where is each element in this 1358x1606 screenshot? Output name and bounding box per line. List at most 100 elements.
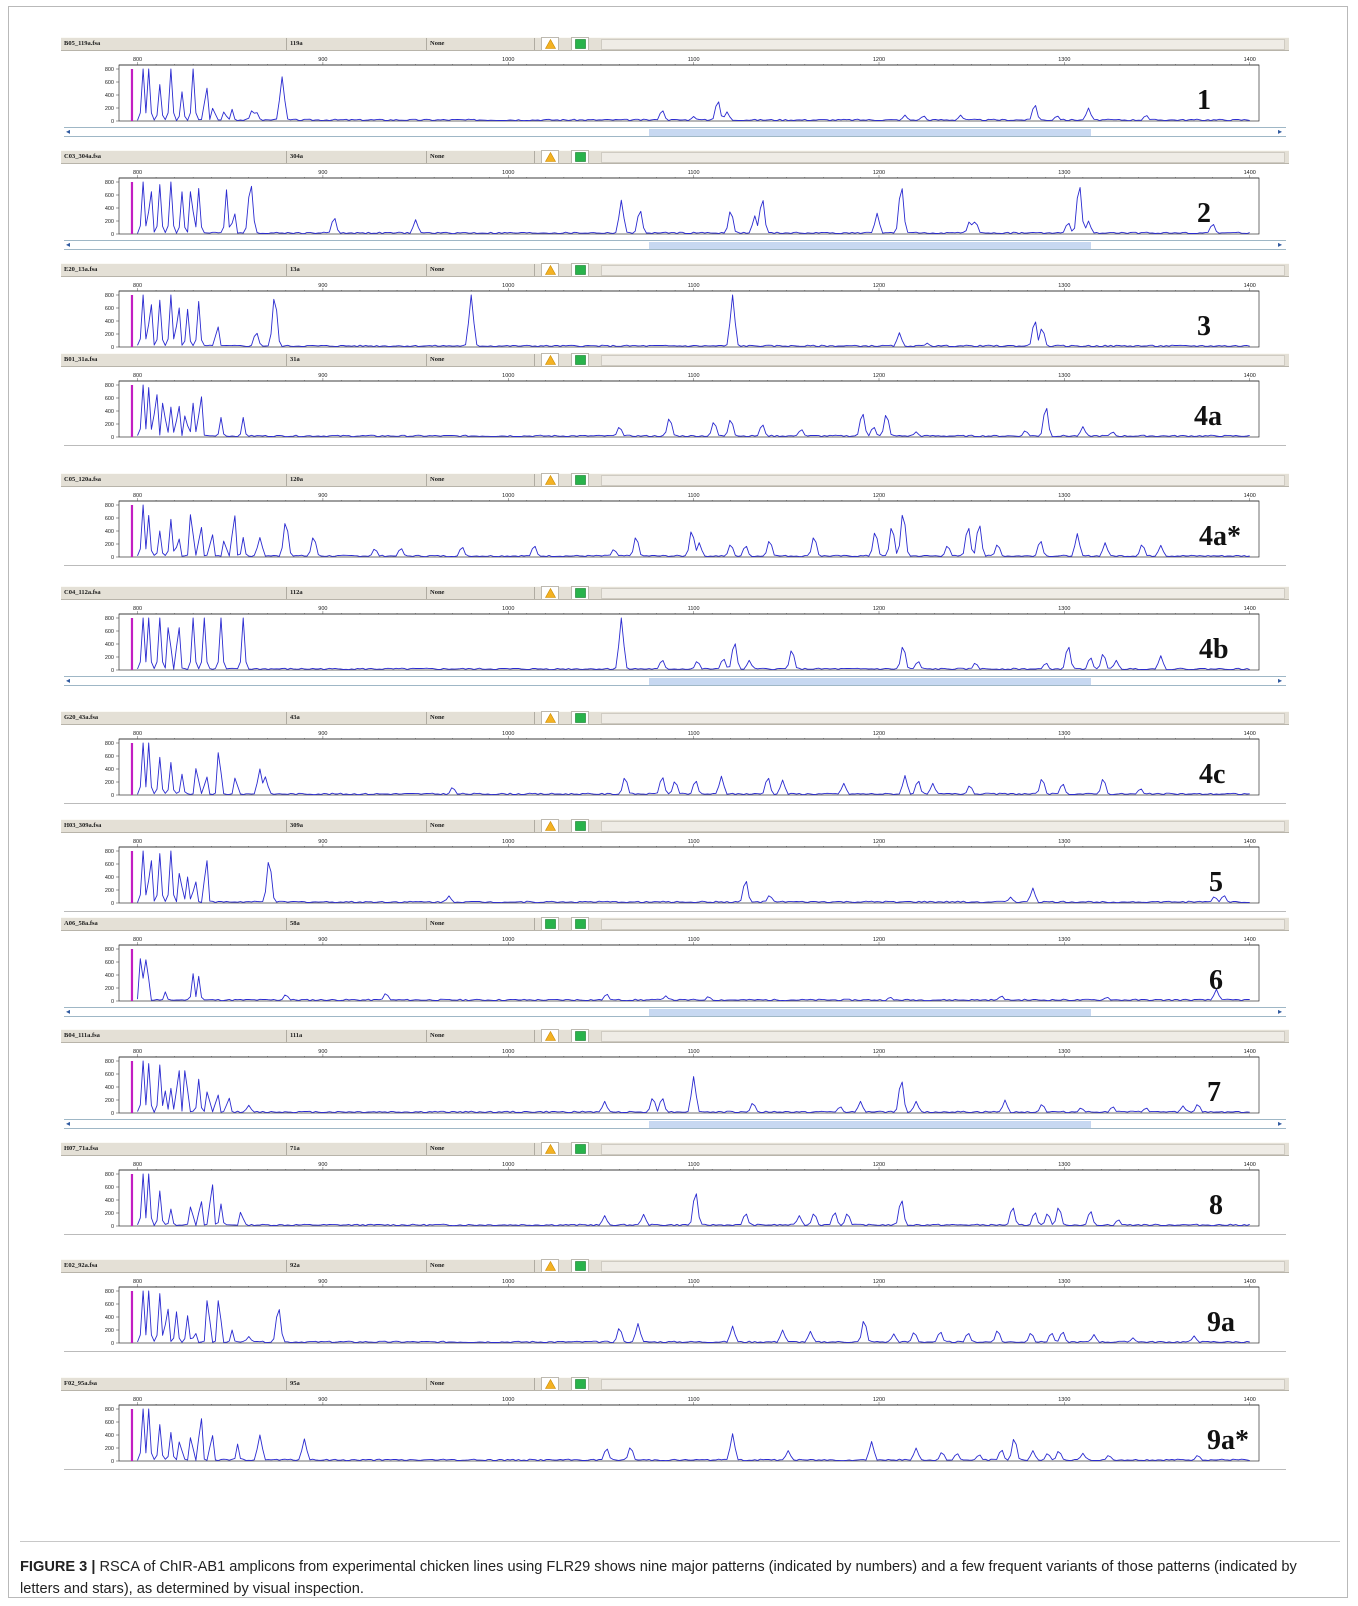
warn-icon[interactable] — [541, 586, 559, 600]
x-tick-label: 1100 — [688, 1049, 700, 1055]
scroll-thumb[interactable] — [649, 1121, 1091, 1128]
x-tick-label: 1100 — [688, 283, 700, 289]
y-tick-label: 200 — [105, 1446, 114, 1452]
ok-icon[interactable] — [571, 917, 589, 931]
scroll-left-icon[interactable]: ◂ — [66, 676, 71, 685]
file-name[interactable]: H07_71a.fsa — [61, 1143, 287, 1155]
warn-icon[interactable] — [541, 1259, 559, 1273]
file-name[interactable]: B05_119a.fsa — [61, 38, 287, 50]
warn-icon[interactable] — [541, 711, 559, 725]
panel-8: H07_71a.fsa 71a None 800 900 1000 1100 1200 1300… — [9, 1142, 1349, 1254]
y-tick-label: 600 — [105, 754, 114, 760]
scroll-thumb[interactable] — [649, 129, 1091, 136]
panel-4b: C04_112a.fsa 112a None 800 900 1000 1100 1200 13… — [9, 586, 1349, 698]
electropherogram: 800 900 1000 1100 1200 1300 1400 800 600 400 200 0 — [9, 1160, 1309, 1233]
scroll-thumb[interactable] — [649, 1009, 1091, 1016]
warn-icon[interactable] — [541, 37, 559, 51]
ok-icon[interactable] — [541, 917, 559, 931]
file-name[interactable]: E20_13a.fsa — [61, 264, 287, 276]
horizontal-scrollbar[interactable]: ◂ ▸ — [64, 127, 1286, 137]
horizontal-scrollbar[interactable]: ◂ ▸ — [64, 240, 1286, 250]
scroll-left-icon[interactable]: ◂ — [66, 1119, 71, 1128]
y-tick-label: 400 — [105, 1085, 114, 1091]
y-tick-label: 0 — [111, 793, 114, 799]
ok-icon[interactable] — [571, 473, 589, 487]
x-tick-label: 1000 — [502, 373, 514, 379]
status-value: None — [427, 264, 535, 276]
sample-name: 95a — [287, 1378, 427, 1390]
y-tick-label: 600 — [105, 1185, 114, 1191]
warn-icon[interactable] — [541, 263, 559, 277]
signal-trace — [137, 958, 1250, 1002]
warn-icon[interactable] — [541, 150, 559, 164]
x-tick-label: 1400 — [1244, 1049, 1256, 1055]
horizontal-scrollbar[interactable]: ◂ ▸ — [64, 1007, 1286, 1017]
ok-icon[interactable] — [571, 1142, 589, 1156]
sample-header: F02_95a.fsa 95a None — [61, 1377, 1289, 1391]
file-name[interactable]: B04_111a.fsa — [61, 1030, 287, 1042]
scroll-left-icon[interactable]: ◂ — [66, 240, 71, 249]
sample-header: H07_71a.fsa 71a None — [61, 1142, 1289, 1156]
panel-separator — [64, 1234, 1286, 1235]
y-tick-label: 400 — [105, 1433, 114, 1439]
warn-icon[interactable] — [541, 353, 559, 367]
file-name[interactable]: A06_58a.fsa — [61, 918, 287, 930]
warn-icon[interactable] — [541, 473, 559, 487]
x-tick-label: 800 — [133, 493, 142, 499]
file-name[interactable]: C03_304a.fsa — [61, 151, 287, 163]
x-tick-label: 1000 — [502, 731, 514, 737]
x-tick-label: 1300 — [1058, 493, 1070, 499]
signal-trace — [137, 1290, 1250, 1344]
file-name[interactable]: G20_43a.fsa — [61, 712, 287, 724]
ok-icon[interactable] — [571, 1377, 589, 1391]
pattern-label: 7 — [1207, 1077, 1221, 1108]
ok-icon[interactable] — [571, 1029, 589, 1043]
ok-icon[interactable] — [571, 711, 589, 725]
header-blank-field — [601, 152, 1285, 163]
scroll-right-icon[interactable]: ▸ — [1278, 676, 1283, 685]
x-tick-label: 1400 — [1244, 1162, 1256, 1168]
horizontal-scrollbar[interactable]: ◂ ▸ — [64, 1119, 1286, 1129]
ok-icon[interactable] — [571, 263, 589, 277]
scroll-left-icon[interactable]: ◂ — [66, 127, 71, 136]
warn-icon[interactable] — [541, 1029, 559, 1043]
header-blank-field — [601, 1379, 1285, 1390]
scroll-right-icon[interactable]: ▸ — [1278, 240, 1283, 249]
warn-icon[interactable] — [541, 1377, 559, 1391]
scroll-left-icon[interactable]: ◂ — [66, 1007, 71, 1016]
y-tick-label: 0 — [111, 345, 114, 351]
ok-icon[interactable] — [571, 1259, 589, 1273]
file-name[interactable]: E02_92a.fsa — [61, 1260, 287, 1272]
ok-icon[interactable] — [571, 586, 589, 600]
x-tick-label: 1100 — [688, 493, 700, 499]
scroll-right-icon[interactable]: ▸ — [1278, 1007, 1283, 1016]
file-name[interactable]: B01_31a.fsa — [61, 354, 287, 366]
warn-icon[interactable] — [541, 1142, 559, 1156]
file-name[interactable]: C04_112a.fsa — [61, 587, 287, 599]
pattern-label: 4a — [1194, 401, 1222, 432]
x-tick-label: 1300 — [1058, 839, 1070, 845]
ok-icon[interactable] — [571, 819, 589, 833]
scroll-right-icon[interactable]: ▸ — [1278, 127, 1283, 136]
scroll-thumb[interactable] — [649, 242, 1091, 249]
panel-4a: B01_31a.fsa 31a None 800 900 1000 1100 1200 1300… — [9, 353, 1349, 465]
sample-header: H03_309a.fsa 309a None — [61, 819, 1289, 833]
x-tick-label: 900 — [318, 731, 327, 737]
signal-trace — [137, 68, 1250, 122]
y-tick-label: 0 — [111, 1111, 114, 1117]
file-name[interactable]: F02_95a.fsa — [61, 1378, 287, 1390]
ok-icon[interactable] — [571, 37, 589, 51]
y-tick-label: 400 — [105, 529, 114, 535]
warn-icon[interactable] — [541, 819, 559, 833]
ok-icon[interactable] — [571, 150, 589, 164]
file-name[interactable]: C05_120a.fsa — [61, 474, 287, 486]
signal-trace — [137, 850, 1250, 904]
scroll-right-icon[interactable]: ▸ — [1278, 1119, 1283, 1128]
scroll-thumb[interactable] — [649, 678, 1091, 685]
figure-frame: B05_119a.fsa 119a None 800 900 1000 1100 1200 13… — [8, 6, 1348, 1598]
ok-icon[interactable] — [571, 353, 589, 367]
file-name[interactable]: H03_309a.fsa — [61, 820, 287, 832]
sample-name: 111a — [287, 1030, 427, 1042]
horizontal-scrollbar[interactable]: ◂ ▸ — [64, 676, 1286, 686]
panel-separator — [64, 1351, 1286, 1352]
